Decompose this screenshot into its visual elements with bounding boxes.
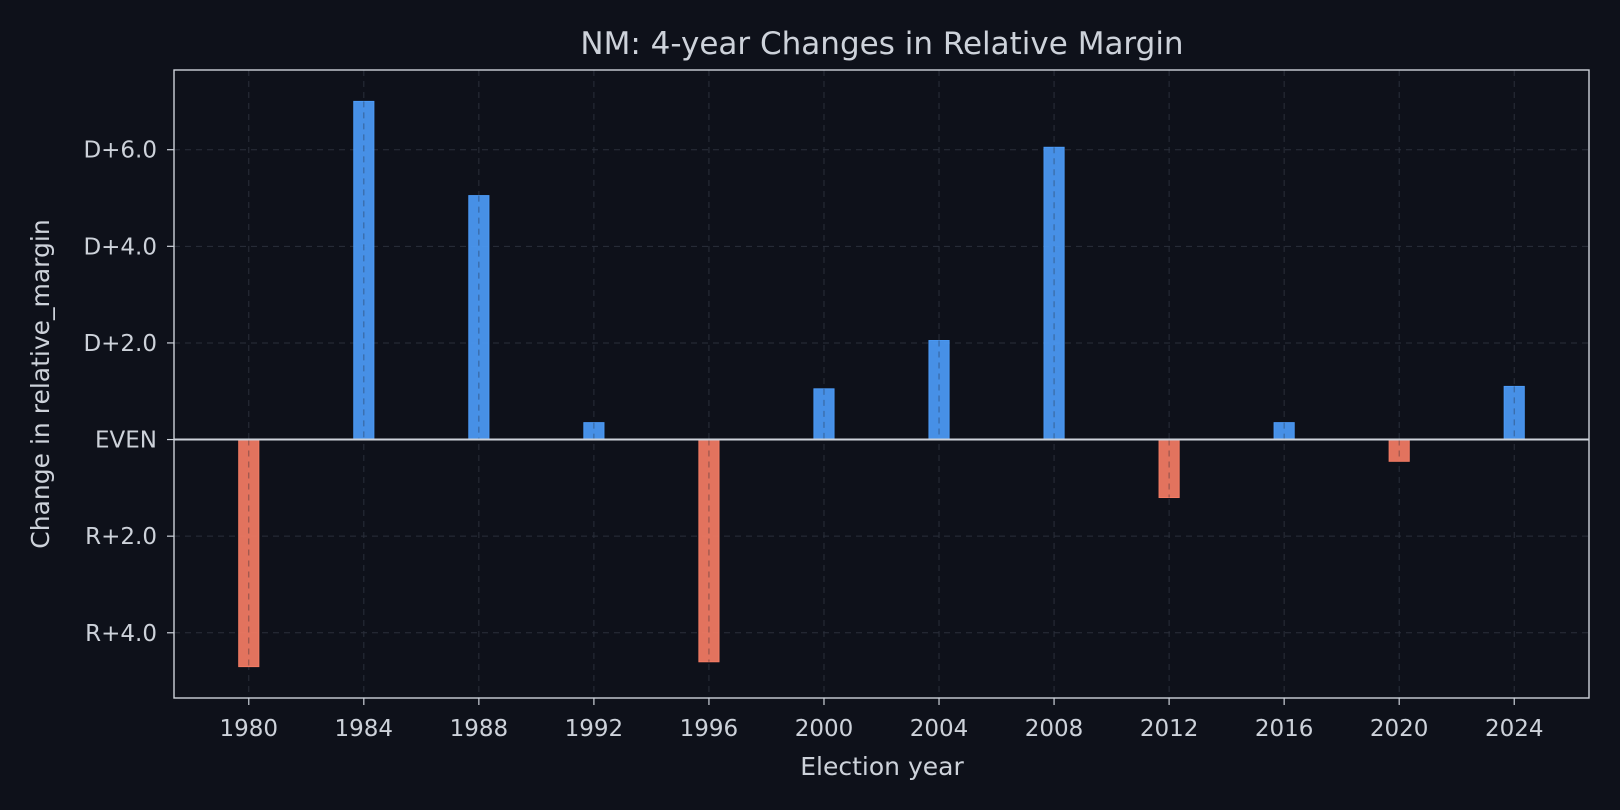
x-tick-label: 2008 [1025,716,1084,742]
x-tick-label: 2020 [1370,716,1429,742]
y-tick-label: D+6.0 [83,138,157,164]
y-tick-label: R+4.0 [85,621,157,647]
x-tick-label: 2012 [1140,716,1199,742]
x-tick-label: 2004 [910,716,969,742]
y-tick-label: D+4.0 [83,234,157,260]
y-axis-ticks: D+6.0 D+4.0 D+2.0 EVEN R+2.0 R+4.0 [83,138,174,647]
x-tick-label: 2000 [795,716,854,742]
plot-area [174,70,1589,698]
x-axis-ticks: 1980 1984 1988 1992 1996 2000 2004 2008 2012 2016… [220,698,1544,742]
x-tick-label: 1996 [680,716,739,742]
x-tick-label: 1980 [220,716,279,742]
y-tick-label: EVEN [95,428,157,454]
x-tick-label: 1988 [450,716,509,742]
plot-frame [173,69,1590,699]
x-tick-label: 2024 [1485,716,1544,742]
bars [238,100,1525,668]
x-tick-label: 1992 [565,716,624,742]
x-tick-label: 2016 [1255,716,1314,742]
y-axis-label: Change in relative_margin [26,219,55,548]
y-tick-label: R+2.0 [85,524,157,550]
y-tick-label: D+2.0 [83,331,157,357]
x-tick-label: 1984 [335,716,394,742]
chart-title: NM: 4-year Changes in Relative Margin [580,26,1183,62]
x-axis-label: Election year [800,752,964,781]
gridlines [174,70,1589,698]
